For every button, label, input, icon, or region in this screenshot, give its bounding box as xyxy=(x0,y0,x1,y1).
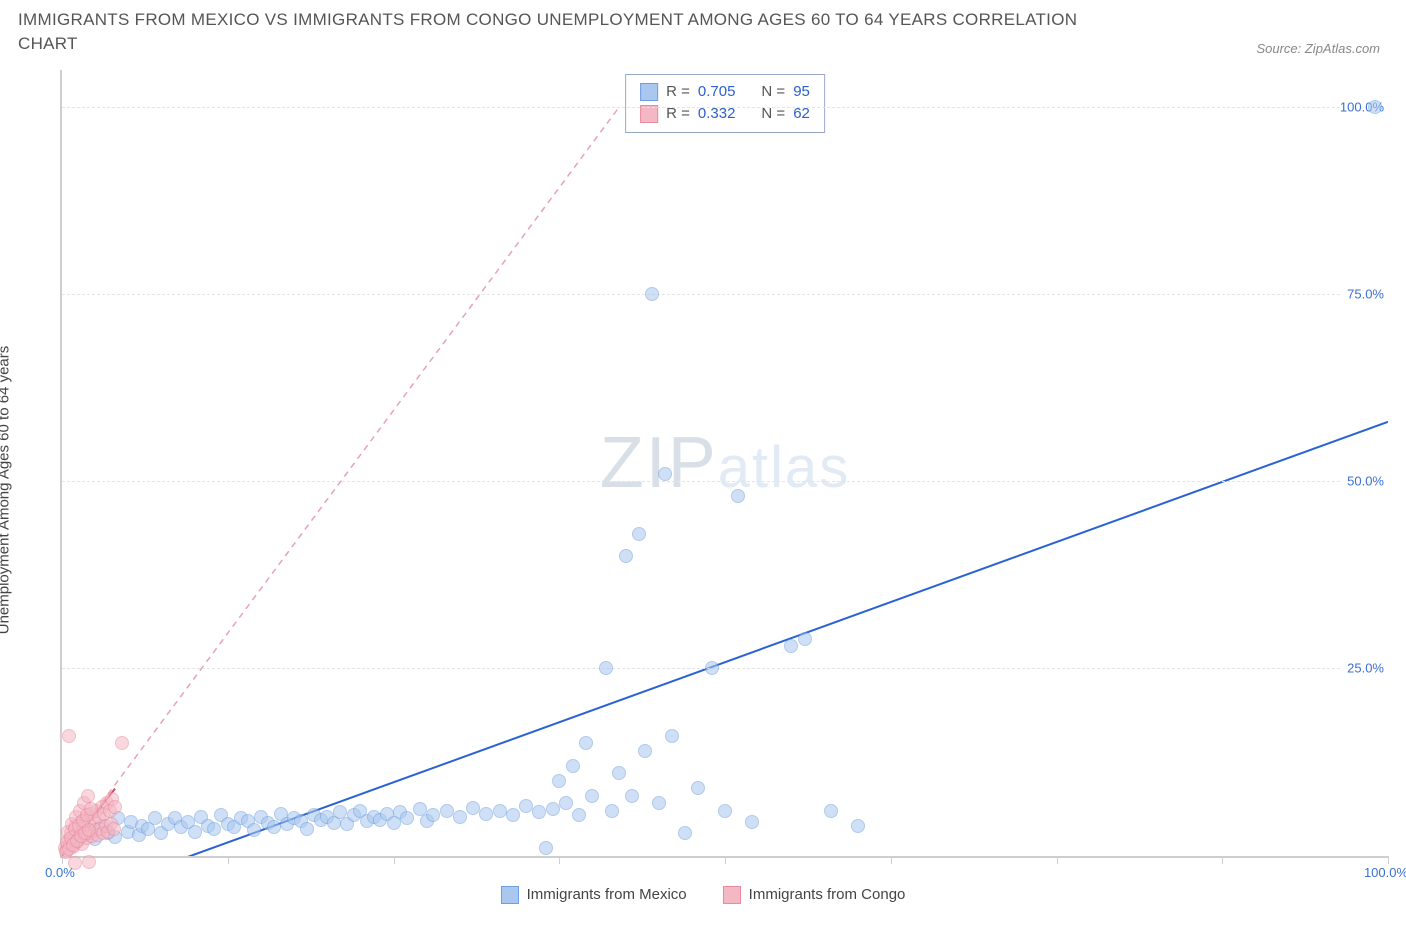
x-tick xyxy=(891,856,892,864)
watermark: ZIPatlas xyxy=(600,422,851,504)
scatter-point xyxy=(705,661,719,675)
scatter-point xyxy=(552,774,566,788)
scatter-point xyxy=(652,796,666,810)
scatter-point xyxy=(247,823,261,837)
x-tick-label: 0.0% xyxy=(45,865,75,880)
scatter-point xyxy=(506,808,520,822)
scatter-point xyxy=(824,804,838,818)
scatter-point xyxy=(691,781,705,795)
x-tick xyxy=(559,856,560,864)
stats-legend-box: R =0.705N =95R =0.332N =62 xyxy=(625,74,825,133)
scatter-point xyxy=(745,815,759,829)
scatter-point xyxy=(539,841,553,855)
scatter-point xyxy=(82,855,96,869)
chart-plot-area: ZIPatlas R =0.705N =95R =0.332N =62 25.0… xyxy=(60,70,1388,858)
legend-swatch xyxy=(640,83,658,101)
legend-label: Immigrants from Mexico xyxy=(527,886,687,903)
scatter-point xyxy=(267,820,281,834)
scatter-point xyxy=(599,661,613,675)
scatter-point xyxy=(678,826,692,840)
scatter-point xyxy=(207,822,221,836)
legend-swatch xyxy=(640,105,658,123)
stats-row: R = 0.705 N = 95 xyxy=(640,81,810,104)
gridline xyxy=(62,107,1340,108)
x-tick xyxy=(725,856,726,864)
scatter-point xyxy=(566,759,580,773)
gridline xyxy=(62,668,1340,669)
scatter-point xyxy=(426,808,440,822)
scatter-point xyxy=(585,789,599,803)
scatter-point xyxy=(1368,100,1382,114)
scatter-point xyxy=(718,804,732,818)
scatter-point xyxy=(632,527,646,541)
scatter-point xyxy=(188,825,202,839)
scatter-point xyxy=(82,823,96,837)
scatter-point xyxy=(784,639,798,653)
scatter-point xyxy=(572,808,586,822)
y-tick-label: 50.0% xyxy=(1347,474,1384,489)
scatter-point xyxy=(605,804,619,818)
x-tick xyxy=(394,856,395,864)
scatter-point xyxy=(519,799,533,813)
x-tick xyxy=(228,856,229,864)
scatter-point xyxy=(453,810,467,824)
scatter-point xyxy=(466,801,480,815)
scatter-point xyxy=(440,804,454,818)
scatter-point xyxy=(81,789,95,803)
scatter-point xyxy=(612,766,626,780)
scatter-point xyxy=(731,489,745,503)
scatter-point xyxy=(638,744,652,758)
scatter-point xyxy=(579,736,593,750)
source-label: Source: ZipAtlas.com xyxy=(1256,41,1388,56)
stat-n-value: 95 xyxy=(793,81,810,104)
x-tick xyxy=(1222,856,1223,864)
scatter-point xyxy=(665,729,679,743)
gridline xyxy=(62,481,1340,482)
scatter-point xyxy=(493,804,507,818)
scatter-point xyxy=(84,802,98,816)
scatter-point xyxy=(108,800,122,814)
scatter-point xyxy=(62,729,76,743)
x-tick xyxy=(1057,856,1058,864)
stat-r-label: R = xyxy=(666,81,690,104)
scatter-point xyxy=(625,789,639,803)
stat-n-label: N = xyxy=(761,81,785,104)
y-tick-label: 25.0% xyxy=(1347,661,1384,676)
legend-swatch xyxy=(501,886,519,904)
scatter-point xyxy=(645,287,659,301)
chart-title: IMMIGRANTS FROM MEXICO VS IMMIGRANTS FRO… xyxy=(18,8,1118,56)
scatter-point xyxy=(300,822,314,836)
scatter-point xyxy=(798,632,812,646)
chart-container: Unemployment Among Ages 60 to 64 years Z… xyxy=(18,70,1388,910)
y-axis-title: Unemployment Among Ages 60 to 64 years xyxy=(0,345,13,634)
scatter-point xyxy=(107,822,121,836)
scatter-point xyxy=(400,811,414,825)
scatter-point xyxy=(658,467,672,481)
scatter-point xyxy=(619,549,633,563)
chart-header: IMMIGRANTS FROM MEXICO VS IMMIGRANTS FRO… xyxy=(0,0,1406,60)
scatter-point xyxy=(851,819,865,833)
legend-label: Immigrants from Congo xyxy=(749,886,906,903)
legend-item: Immigrants from Mexico xyxy=(501,886,687,904)
y-tick-label: 75.0% xyxy=(1347,287,1384,302)
series-legend: Immigrants from Mexico Immigrants from Co… xyxy=(18,886,1388,904)
scatter-point xyxy=(115,736,129,750)
scatter-point xyxy=(148,811,162,825)
gridline xyxy=(62,294,1340,295)
x-tick xyxy=(1388,856,1389,864)
legend-item: Immigrants from Congo xyxy=(723,886,906,904)
scatter-point xyxy=(546,802,560,816)
scatter-point xyxy=(559,796,573,810)
x-tick-label: 100.0% xyxy=(1364,865,1406,880)
scatter-point xyxy=(532,805,546,819)
trend-lines xyxy=(62,70,1388,856)
scatter-point xyxy=(479,807,493,821)
watermark-zip: ZIP xyxy=(600,423,718,503)
stat-r-value: 0.705 xyxy=(698,81,736,104)
legend-swatch xyxy=(723,886,741,904)
